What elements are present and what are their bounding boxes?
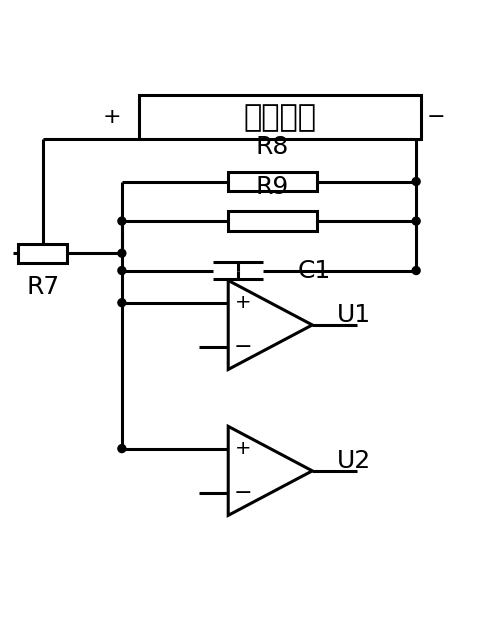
Circle shape — [412, 217, 420, 225]
Bar — [139, 95, 421, 140]
Circle shape — [118, 267, 126, 275]
Bar — [228, 211, 317, 231]
Text: +: + — [235, 439, 251, 458]
Circle shape — [118, 249, 126, 257]
Bar — [18, 244, 67, 262]
Text: U2: U2 — [337, 449, 372, 473]
Text: +: + — [235, 293, 251, 312]
Text: −: − — [234, 483, 252, 503]
Text: U1: U1 — [337, 303, 371, 327]
Circle shape — [412, 177, 420, 186]
Circle shape — [118, 299, 126, 307]
Text: 储能单元: 储能单元 — [244, 102, 316, 132]
Circle shape — [412, 267, 420, 275]
Text: C1: C1 — [298, 259, 331, 282]
Text: R7: R7 — [26, 275, 60, 300]
Circle shape — [118, 445, 126, 452]
Bar — [228, 172, 317, 191]
Text: +: + — [103, 108, 122, 127]
Circle shape — [118, 217, 126, 225]
Text: R9: R9 — [255, 175, 288, 199]
Text: −: − — [427, 108, 445, 127]
Text: −: − — [234, 337, 252, 357]
Text: R8: R8 — [255, 135, 289, 159]
